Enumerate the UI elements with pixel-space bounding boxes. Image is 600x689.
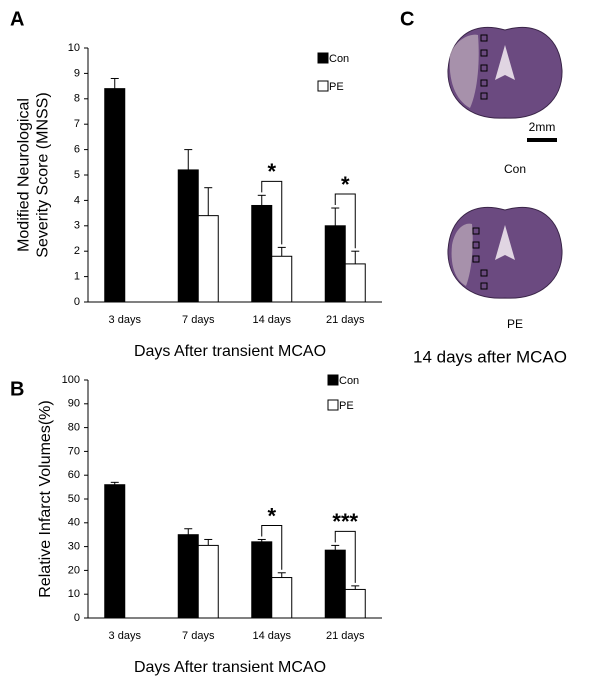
bar (104, 484, 126, 619)
x-tick-label: 21 days (326, 314, 365, 326)
y-tick-label: 6 (74, 144, 80, 156)
bar (251, 541, 273, 619)
significance-bracket (334, 530, 356, 583)
y-tick-label: 10 (68, 588, 80, 600)
significance-label: *** (332, 509, 358, 534)
roi-boxes-pe (472, 227, 488, 290)
x-tick-label: 3 days (109, 314, 142, 326)
y-tick-label: 4 (74, 194, 80, 206)
bar (324, 225, 346, 303)
y-tick-label: 0 (74, 612, 80, 624)
x-tick-label: 7 days (182, 314, 215, 326)
bar (271, 577, 293, 619)
legend-label: Con (339, 375, 359, 387)
brain-lesion-con (449, 34, 479, 108)
legend-swatch (327, 374, 339, 386)
y-tick-label: 7 (74, 118, 80, 130)
bar (104, 88, 126, 303)
legend-label: Con (329, 53, 349, 65)
bar (177, 169, 199, 303)
significance-label: * (267, 159, 276, 184)
panel-label: C (400, 8, 414, 30)
image-label: PE (507, 317, 523, 331)
significance-bracket (261, 180, 283, 245)
x-axis-label: Days After transient MCAO (134, 343, 326, 360)
y-tick-label: 8 (74, 93, 80, 105)
significance-bracket (261, 524, 283, 570)
y-tick-label: 3 (74, 220, 80, 232)
significance-bracket (334, 193, 356, 249)
panel-label: A (10, 8, 24, 30)
y-tick-label: 10 (68, 42, 80, 54)
panel-caption: 14 days after MCAO (413, 347, 567, 366)
y-tick-label: 0 (74, 296, 80, 308)
legend-label: PE (339, 400, 354, 412)
bar (324, 549, 346, 619)
bar (344, 263, 366, 303)
legend-swatch (317, 80, 329, 92)
bar (197, 215, 219, 303)
brain-ventricle-pe (495, 225, 515, 260)
significance-label: * (341, 172, 350, 197)
brain-ventricle-con (495, 45, 515, 80)
y-axis-label: Severity Score (MNSS) (35, 92, 52, 257)
y-axis-label: Modified Neurological (16, 98, 33, 252)
y-tick-label: 90 (68, 398, 80, 410)
y-tick-label: 40 (68, 517, 80, 529)
brain-lesion-pe (451, 223, 473, 286)
x-tick-label: 21 days (326, 630, 365, 642)
y-tick-label: 5 (74, 169, 80, 181)
y-tick-label: 70 (68, 445, 80, 457)
y-tick-label: 60 (68, 469, 80, 481)
bar (344, 588, 366, 619)
x-axis-label: Days After transient MCAO (134, 659, 326, 676)
bar (271, 255, 293, 303)
x-tick-label: 3 days (109, 630, 142, 642)
x-tick-label: 14 days (252, 630, 291, 642)
bar (197, 544, 219, 619)
legend-label: PE (329, 81, 344, 93)
image-label: Con (504, 162, 526, 176)
legend-swatch (327, 399, 339, 411)
y-tick-label: 80 (68, 422, 80, 434)
y-axis-label: Relative Infarct Volumes(%) (37, 400, 54, 597)
y-tick-label: 1 (74, 271, 80, 283)
y-tick-label: 30 (68, 541, 80, 553)
panel-label: B (10, 378, 24, 400)
x-tick-label: 7 days (182, 630, 215, 642)
x-tick-label: 14 days (252, 314, 291, 326)
brain-images (447, 26, 563, 299)
y-tick-label: 2 (74, 245, 80, 257)
y-tick-label: 50 (68, 493, 80, 505)
legend-swatch (317, 52, 329, 64)
bar (177, 534, 199, 619)
significance-label: * (267, 503, 276, 528)
y-tick-label: 20 (68, 564, 80, 576)
scale-label: 2mm (529, 120, 556, 134)
y-tick-label: 100 (62, 374, 80, 386)
bar (251, 204, 273, 303)
roi-boxes-con (480, 34, 488, 100)
y-tick-label: 9 (74, 67, 80, 79)
